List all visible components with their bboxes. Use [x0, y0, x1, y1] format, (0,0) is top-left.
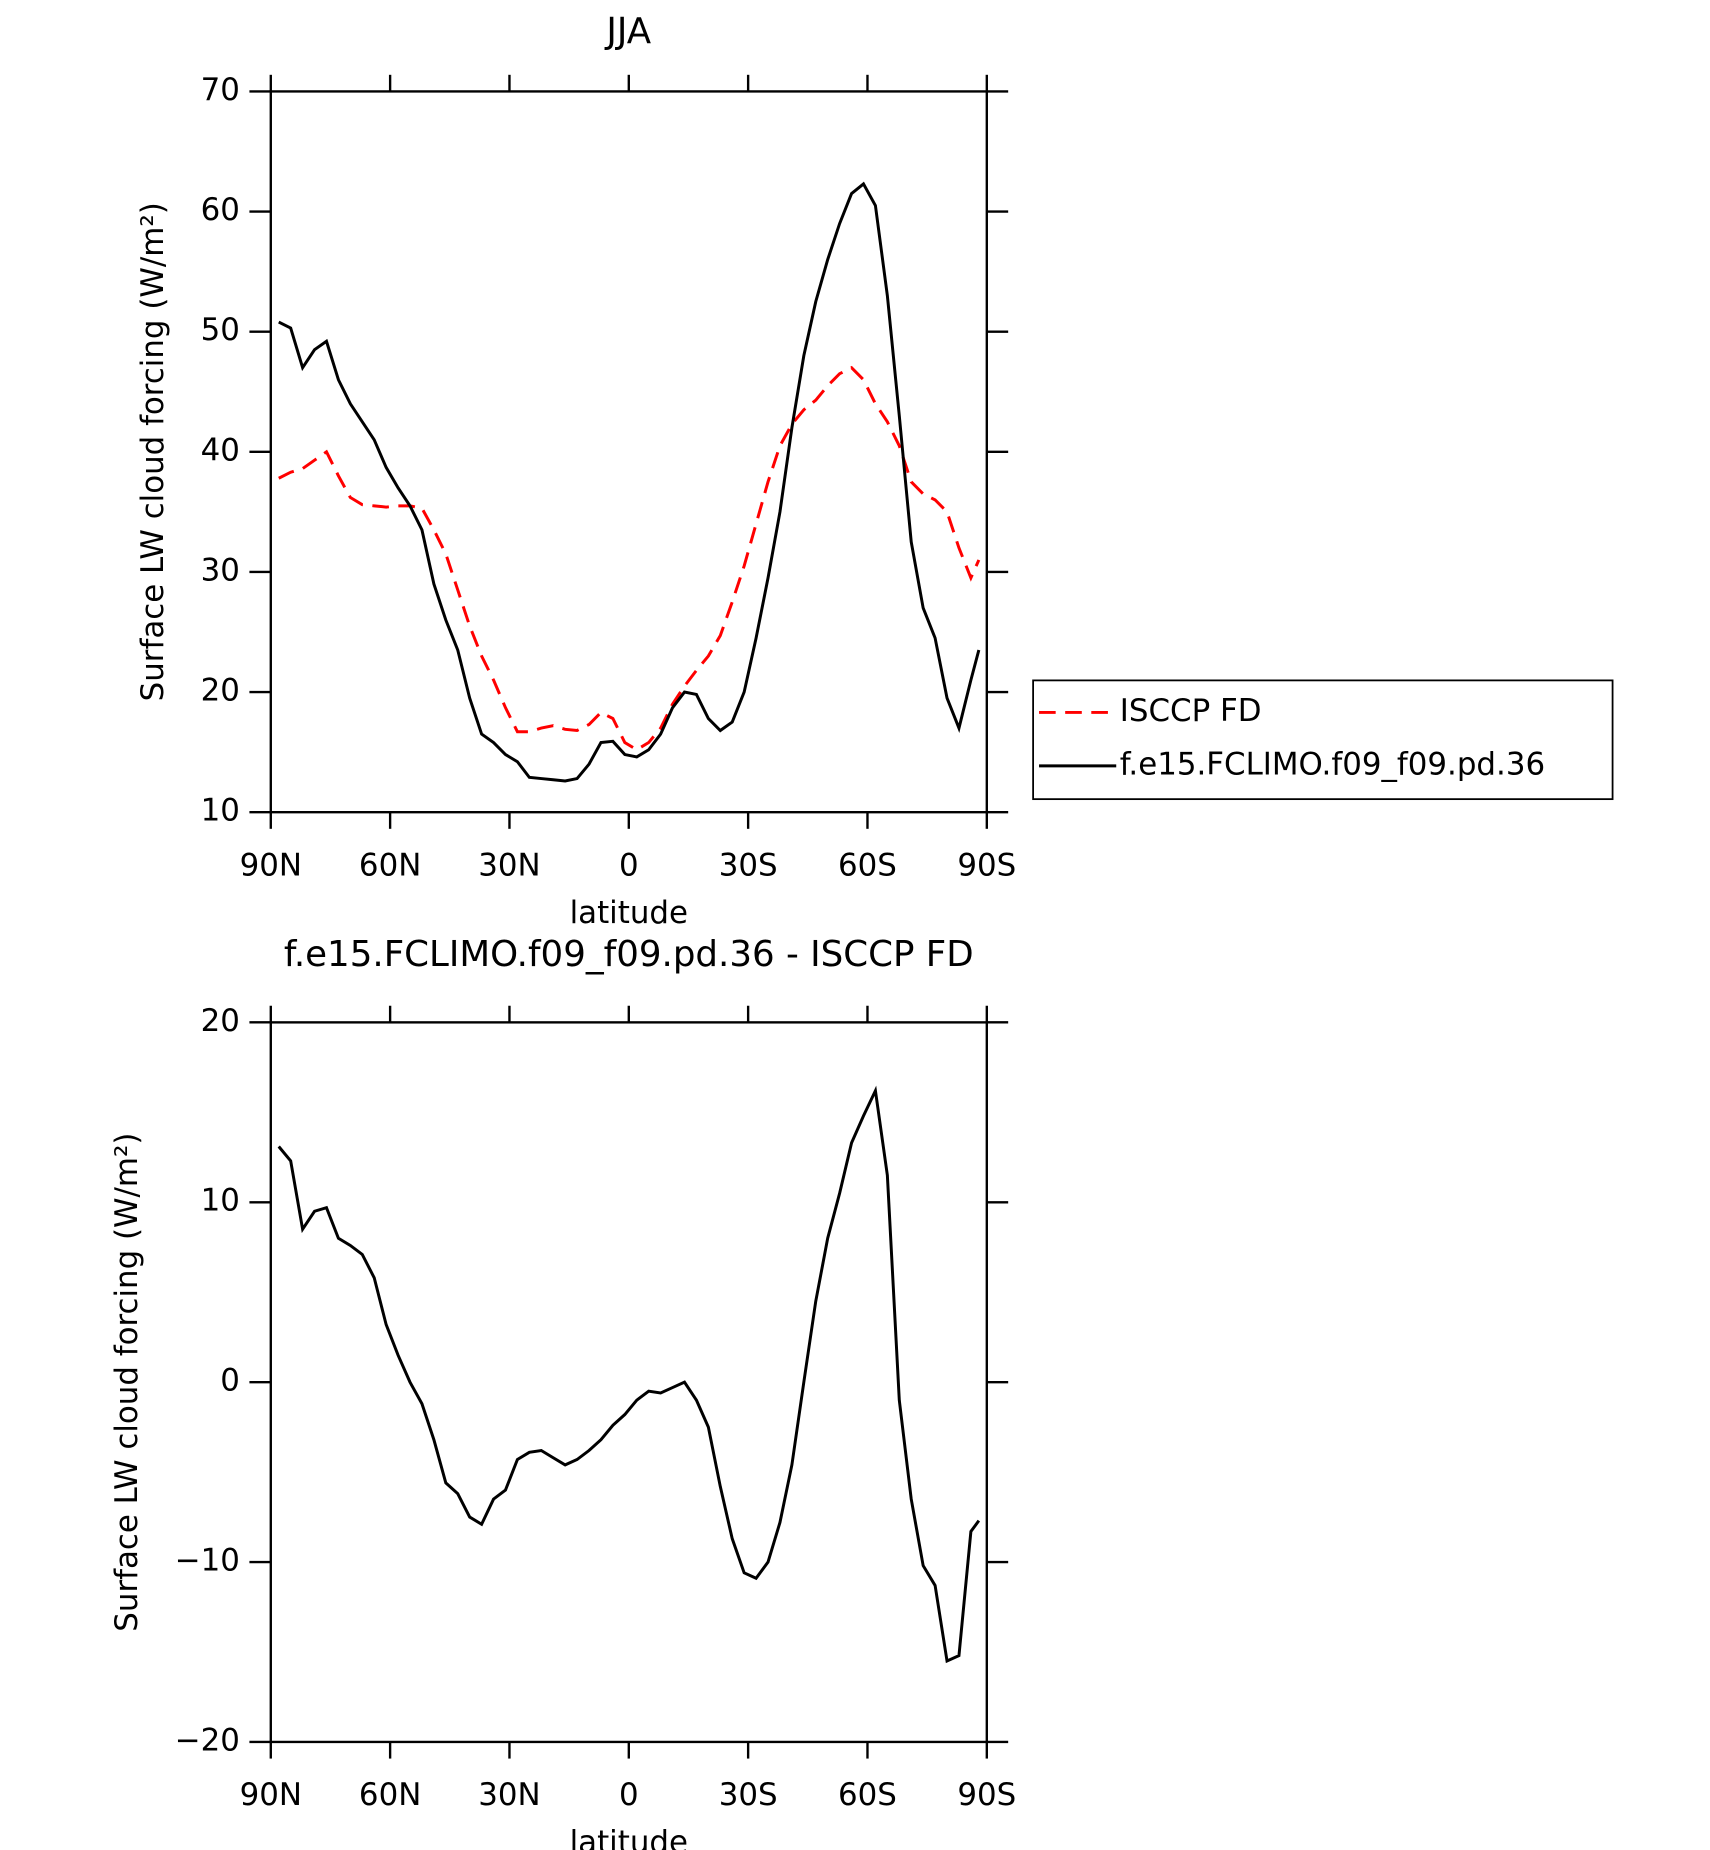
- y-tick-label: 20: [201, 673, 240, 709]
- x-tick-label: 30S: [719, 847, 778, 883]
- chart-title: JJA: [604, 11, 651, 52]
- x-tick-label: 60N: [359, 1777, 421, 1813]
- y-tick-label: 50: [201, 312, 240, 348]
- y-tick-label: 70: [201, 72, 240, 108]
- y-tick-label: 60: [201, 192, 240, 228]
- y-tick-label: 0: [220, 1363, 240, 1399]
- series-line: [278, 181, 981, 783]
- x-tick-label: 60N: [359, 847, 421, 883]
- x-tick-label: 90N: [240, 847, 302, 883]
- y-tick-label: 10: [201, 793, 240, 829]
- y-tick-label: 10: [201, 1183, 240, 1219]
- x-tick-label: 90S: [957, 1777, 1016, 1813]
- plot-frame: [269, 1021, 988, 1744]
- x-tick-label: 0: [619, 1777, 639, 1813]
- y-tick-label: −10: [175, 1543, 240, 1579]
- x-tick-label: 30N: [478, 847, 540, 883]
- x-tick-label: 60S: [838, 1777, 897, 1813]
- series-line: [278, 365, 981, 752]
- y-axis-label: Surface LW cloud forcing (W/m²): [135, 202, 171, 701]
- y-axis-label: Surface LW cloud forcing (W/m²): [109, 1133, 145, 1632]
- plot-frame: [269, 90, 988, 814]
- legend-label: ISCCP FD: [1120, 693, 1262, 729]
- x-tick-label: 30S: [719, 1777, 778, 1813]
- x-tick-label: 30N: [478, 1777, 540, 1813]
- x-tick-label: 90S: [957, 847, 1016, 883]
- legend-box: [1032, 679, 1614, 801]
- y-tick-label: 40: [201, 432, 240, 468]
- x-tick-label: 60S: [838, 847, 897, 883]
- y-tick-label: 30: [201, 552, 240, 588]
- x-tick-label: 90N: [240, 1777, 302, 1813]
- x-axis-label: latitude: [570, 895, 688, 931]
- legend-label: f.e15.FCLIMO.f09_f09.pd.36: [1120, 746, 1545, 782]
- y-tick-label: −20: [175, 1722, 240, 1758]
- x-tick-label: 0: [619, 847, 639, 883]
- x-axis-label: latitude: [570, 1825, 688, 1850]
- chart-title: f.e15.FCLIMO.f09_f09.pd.36 - ISCCP FD: [284, 934, 974, 975]
- series-line: [277, 1085, 981, 1664]
- y-tick-label: 20: [201, 1003, 240, 1039]
